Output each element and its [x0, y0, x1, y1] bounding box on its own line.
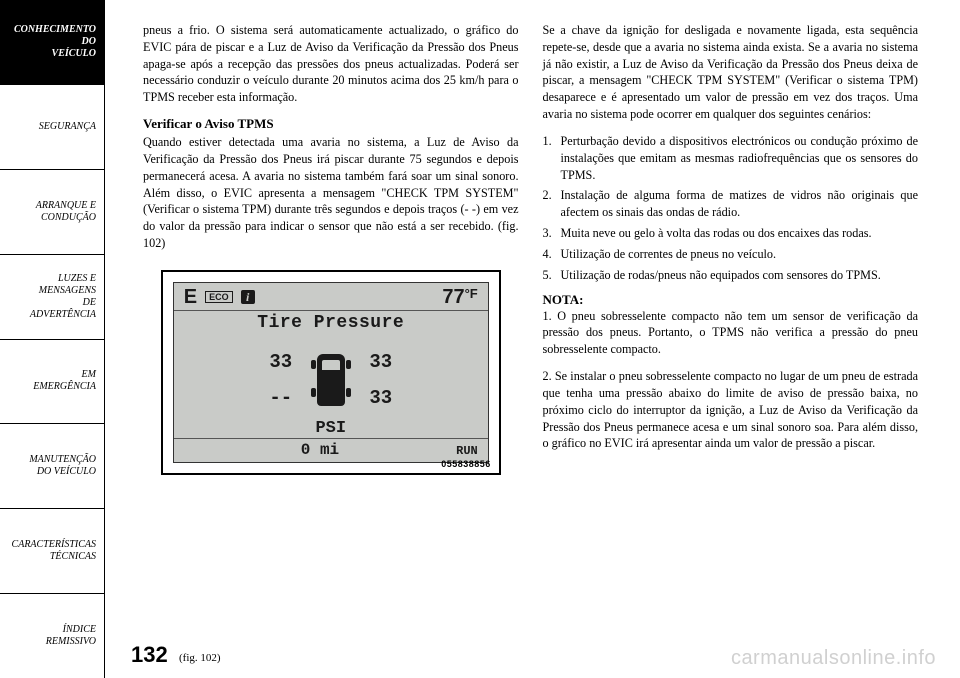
left-column: pneus a frio. O sistema será automaticam…	[131, 22, 531, 664]
nota-paragraph-1: 1. O pneu sobresselente compacto não tem…	[543, 308, 919, 358]
sidebar-item-conhecimento[interactable]: CONHECIMENTO DO VEÍCULO	[0, 0, 104, 85]
tire-fl: 33	[269, 351, 292, 373]
sidebar-item-seguranca[interactable]: SEGURANÇA	[0, 85, 104, 170]
eco-icon: ECO	[205, 291, 233, 303]
nota-heading: NOTA:	[543, 292, 919, 308]
list-item: Utilização de correntes de pneus no veíc…	[543, 246, 919, 263]
sidebar-item-caracteristicas[interactable]: CARACTERÍSTICAS TÉCNICAS	[0, 509, 104, 594]
list-item: Perturbação devido a dispositivos electr…	[543, 133, 919, 183]
sidebar-nav: CONHECIMENTO DO VEÍCULO SEGURANÇA ARRANQ…	[0, 0, 105, 678]
right-tire-values: 33 33	[361, 351, 401, 409]
sidebar-item-manutencao[interactable]: MANUTENÇÃO DO VEÍCULO	[0, 424, 104, 509]
right-paragraph-1: Se a chave da ignição for desligada e no…	[543, 22, 919, 123]
sidebar-item-luzes[interactable]: LUZES E MENSAGENS DE ADVERTÊNCIA	[0, 255, 104, 340]
page: CONHECIMENTO DO VEÍCULO SEGURANÇA ARRANQ…	[0, 0, 960, 678]
lcd-title: Tire Pressure	[174, 311, 488, 337]
lcd-top-bar: E ECO i 77°F	[174, 283, 488, 311]
nota-paragraph-2: 2. Se instalar o pneu sobresselente comp…	[543, 368, 919, 452]
content-area: pneus a frio. O sistema será automaticam…	[105, 0, 960, 678]
tire-rl: --	[269, 387, 292, 409]
left-tire-values: 33 --	[261, 351, 301, 409]
pressure-unit: PSI	[174, 419, 488, 438]
mode-indicator: RUN	[456, 444, 478, 458]
left-paragraph-2: Quando estiver detectada uma avaria no s…	[143, 134, 519, 252]
temperature-reading: 77°F	[442, 286, 477, 309]
right-column: Se a chave da ignição for desligada e no…	[531, 22, 931, 664]
list-item: Muita neve ou gelo à volta das rodas ou …	[543, 225, 919, 242]
scenarios-list: Perturbação devido a dispositivos electr…	[543, 133, 919, 284]
list-item: Utilização de rodas/pneus não equipados …	[543, 267, 919, 284]
figure-evic-display: E ECO i 77°F Tire Pressure 33 --	[161, 270, 501, 475]
info-icon: i	[241, 290, 255, 304]
left-subheading: Verificar o Aviso TPMS	[143, 116, 519, 132]
compass-indicator: E	[184, 286, 197, 309]
sidebar-item-indice[interactable]: ÍNDICE REMISSIVO	[0, 594, 104, 678]
tire-rr: 33	[369, 387, 392, 409]
tire-fr: 33	[369, 351, 392, 373]
list-item: Instalação de alguma forma de matizes de…	[543, 187, 919, 221]
figure-code: 055838856	[441, 459, 491, 469]
sidebar-item-arranque[interactable]: ARRANQUE E CONDUÇÃO	[0, 170, 104, 255]
sidebar-item-emergencia[interactable]: EM EMERGÊNCIA	[0, 340, 104, 425]
car-icon	[317, 354, 345, 406]
left-paragraph-1: pneus a frio. O sistema será automaticam…	[143, 22, 519, 106]
page-number: 132	[131, 642, 168, 668]
lcd-body: 33 -- 33 33	[174, 337, 488, 423]
odometer: 0 mi	[301, 441, 339, 459]
figure-caption: (fig. 102)	[179, 652, 221, 664]
lcd-screen: E ECO i 77°F Tire Pressure 33 --	[173, 282, 489, 463]
